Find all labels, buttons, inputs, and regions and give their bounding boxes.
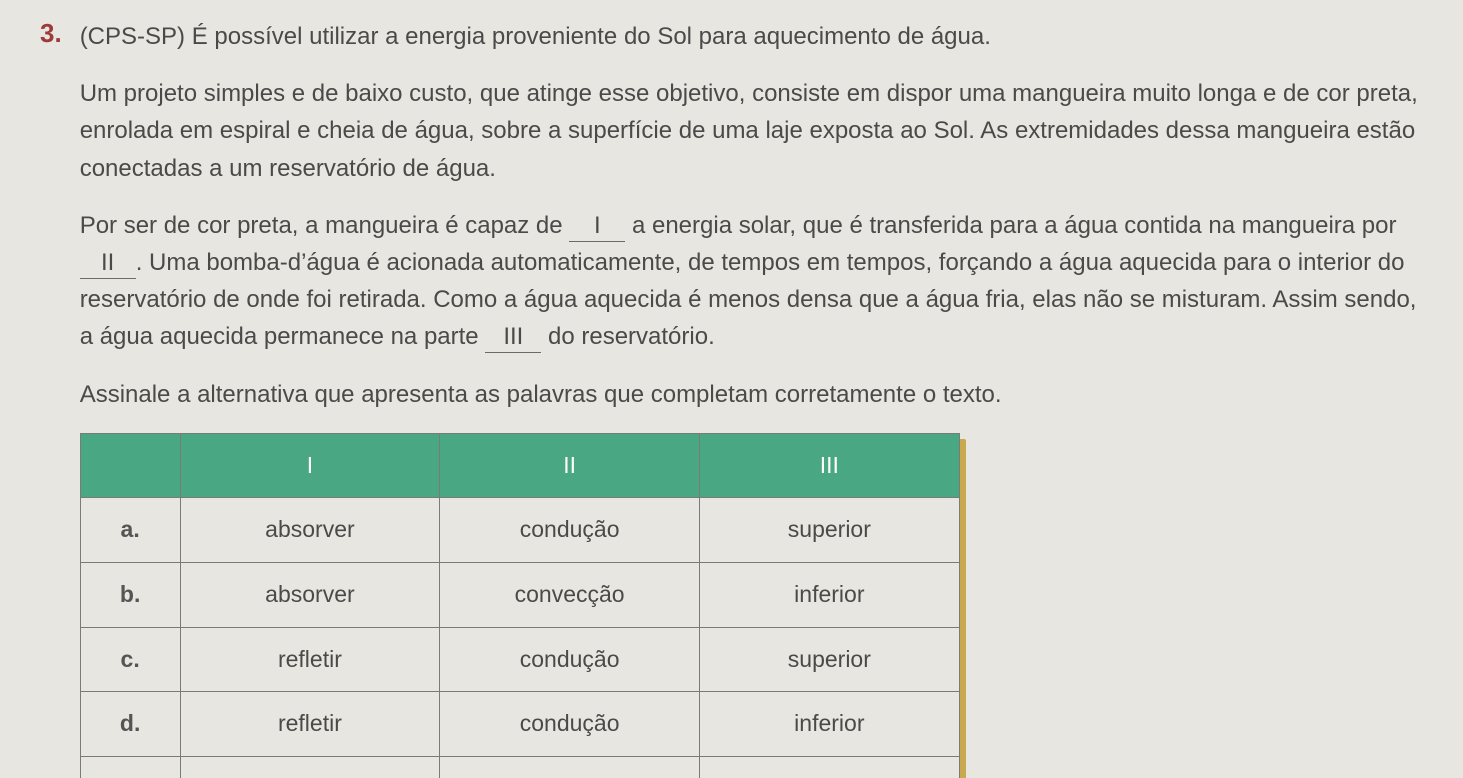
table-header-row: I II III [80, 433, 959, 498]
cell-b-3: inferior [699, 562, 959, 627]
cell-d-1: refletir [180, 692, 440, 757]
blank-2: II [80, 249, 136, 279]
table-row[interactable]: e. refratar convecção superior [80, 756, 959, 778]
cell-e-1: refratar [180, 756, 440, 778]
cell-e-2: convecção [440, 756, 700, 778]
cell-c-3: superior [699, 627, 959, 692]
blank-1: I [569, 212, 625, 242]
p3-seg4: do reservatório. [541, 323, 714, 350]
paragraph-3: Por ser de cor preta, a mangueira é capa… [80, 207, 1423, 356]
blank-3-label: III [501, 323, 525, 352]
header-col-1: I [180, 433, 440, 498]
cell-d-3: inferior [699, 692, 959, 757]
table-row[interactable]: b. absorver convecção inferior [80, 562, 959, 627]
table-row[interactable]: a. absorver condução superior [80, 498, 959, 563]
cell-c-2: condução [440, 627, 700, 692]
cell-a-1: absorver [180, 498, 440, 563]
paragraph-2: Um projeto simples e de baixo custo, que… [80, 75, 1423, 187]
exercise-page: 3. (CPS-SP) É possível utilizar a energi… [0, 0, 1463, 778]
header-blank [80, 433, 180, 498]
question-number: 3. [40, 18, 62, 49]
question-row: 3. (CPS-SP) É possível utilizar a energi… [40, 18, 1423, 778]
lead-paragraph: (CPS-SP) É possível utilizar a energia p… [80, 18, 1423, 55]
cell-e-3: superior [699, 756, 959, 778]
cell-d-2: condução [440, 692, 700, 757]
row-label-c: c. [80, 627, 180, 692]
cell-b-2: convecção [440, 562, 700, 627]
table-row[interactable]: c. refletir condução superior [80, 627, 959, 692]
header-col-2: II [440, 433, 700, 498]
blank-1-label: I [592, 212, 603, 241]
options-table-wrap: I II III a. absorver condução superior [80, 433, 960, 778]
cell-c-1: refletir [180, 627, 440, 692]
source-prefix: (CPS-SP) [80, 23, 192, 50]
row-label-d: d. [80, 692, 180, 757]
row-label-e: e. [80, 756, 180, 778]
p3-seg2: a energia solar, que é transferida para … [625, 212, 1396, 239]
p3-seg1: Por ser de cor preta, a mangueira é capa… [80, 212, 570, 239]
row-label-a: a. [80, 498, 180, 563]
table-row[interactable]: d. refletir condução inferior [80, 692, 959, 757]
header-col-3: III [699, 433, 959, 498]
question-body: (CPS-SP) É possível utilizar a energia p… [80, 18, 1423, 778]
row-label-b: b. [80, 562, 180, 627]
instruction: Assinale a alternativa que apresenta as … [80, 376, 1423, 413]
options-table: I II III a. absorver condução superior [80, 433, 960, 778]
cell-a-2: condução [440, 498, 700, 563]
blank-3: III [485, 323, 541, 353]
lead-text: É possível utilizar a energia provenient… [192, 23, 991, 50]
blank-2-label: II [99, 249, 116, 278]
cell-b-1: absorver [180, 562, 440, 627]
p3-seg3: . Uma bomba-d’água é acionada automatica… [80, 249, 1417, 350]
cell-a-3: superior [699, 498, 959, 563]
